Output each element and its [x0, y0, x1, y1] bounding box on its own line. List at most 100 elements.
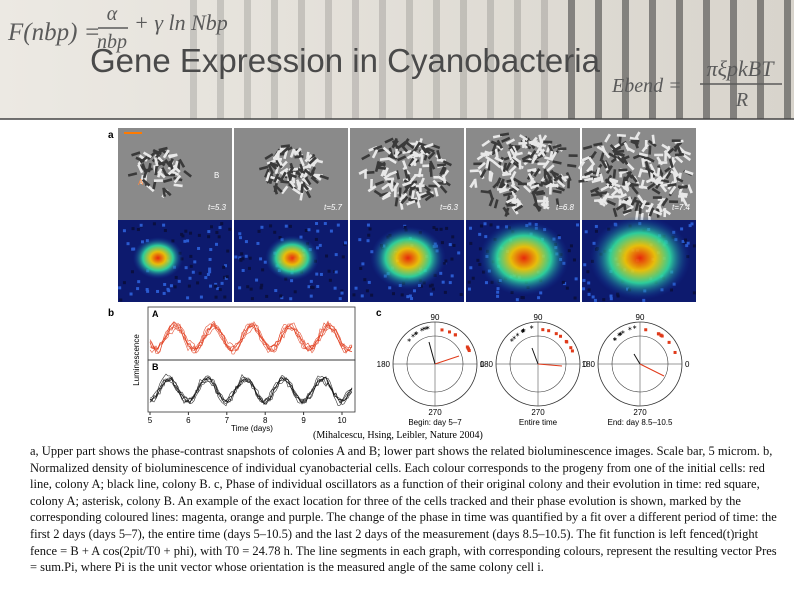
row-label: B: [152, 362, 159, 372]
cell: [399, 192, 408, 201]
noise-pixel: [333, 286, 337, 290]
noise-pixel: [222, 265, 226, 269]
y-axis-label: Luminescence: [132, 334, 141, 386]
cell: [552, 160, 562, 165]
cell: [633, 199, 643, 204]
cell: [567, 179, 570, 189]
phase-marker: ∗: [620, 330, 625, 336]
cell: [640, 179, 645, 189]
cell: [152, 179, 157, 190]
noise-pixel: [309, 294, 313, 298]
noise-pixel: [443, 290, 447, 294]
noise-pixel: [207, 235, 211, 239]
cell: [602, 149, 611, 159]
cell: [405, 141, 415, 150]
noise-pixel: [539, 291, 543, 295]
cell: [442, 174, 447, 184]
cell: [303, 168, 313, 177]
cell: [384, 137, 394, 144]
cell: [306, 161, 316, 169]
cell: [621, 200, 631, 205]
phase-marker: ∗: [617, 333, 622, 339]
noise-pixel: [452, 243, 456, 247]
cell: [441, 166, 447, 177]
cell: [469, 169, 479, 173]
noise-pixel: [572, 258, 576, 262]
noise-pixel: [476, 258, 480, 262]
noise-pixel: [250, 297, 254, 301]
noise-pixel: [307, 228, 311, 232]
cell: [599, 152, 605, 162]
cell: [550, 169, 558, 179]
noise-pixel: [489, 223, 493, 227]
noise-pixel: [586, 270, 590, 274]
cell: [684, 169, 694, 176]
noise-pixel: [119, 298, 123, 302]
cell: [668, 158, 674, 169]
noise-pixel: [334, 253, 338, 257]
cell: [618, 135, 622, 145]
noise-pixel: [220, 281, 224, 285]
cell: [387, 157, 397, 164]
cell: [594, 189, 603, 198]
angle-label: 180: [377, 360, 391, 369]
gel-stripe: [595, 0, 602, 119]
noise-pixel: [169, 284, 173, 288]
cell: [609, 143, 618, 153]
noise-pixel: [238, 286, 242, 290]
noise-pixel: [408, 294, 412, 298]
noise-pixel: [496, 290, 500, 294]
plot-frame: [147, 359, 356, 413]
noise-pixel: [215, 230, 219, 234]
noise-pixel: [238, 236, 242, 240]
cell: [674, 155, 684, 164]
cell: [371, 149, 379, 159]
noise-pixel: [457, 251, 461, 255]
cell: [425, 190, 435, 198]
cell: [304, 176, 312, 186]
cell: [153, 179, 163, 183]
cell: [162, 187, 167, 197]
cell: [379, 157, 390, 161]
cell: [622, 208, 632, 215]
cell: [669, 200, 679, 204]
gel-stripe: [487, 0, 494, 119]
noise-pixel: [448, 243, 452, 247]
cell: [530, 183, 540, 190]
noise-pixel: [359, 266, 363, 270]
cell: [287, 166, 295, 176]
noise-pixel: [260, 225, 264, 229]
cell: [537, 141, 547, 148]
cell: [142, 168, 149, 179]
cell: [173, 174, 182, 184]
noise-pixel: [284, 224, 288, 228]
phase-marker: ∗: [632, 325, 637, 331]
cell: [377, 166, 388, 171]
phase-marker: [564, 339, 568, 343]
cell: [624, 180, 630, 191]
noise-pixel: [587, 288, 591, 292]
phase-marker: [541, 328, 545, 332]
phase-marker: [554, 332, 558, 336]
phase-marker: ∗: [424, 326, 429, 332]
noise-pixel: [587, 292, 591, 296]
noise-pixel: [341, 255, 345, 259]
cell: [612, 207, 618, 218]
gel-stripe: [406, 0, 413, 119]
gel-stripe: [730, 0, 737, 119]
cell: [640, 199, 647, 210]
noise-pixel: [238, 232, 242, 236]
cell: [407, 157, 415, 167]
equation-rest: + γ ln Nbp: [134, 10, 228, 35]
x-tick-label: 7: [225, 416, 230, 425]
phase-marker: [569, 346, 573, 350]
noise-pixel: [288, 224, 292, 228]
cell: [565, 171, 572, 182]
cell: [600, 159, 608, 169]
cell: [300, 183, 304, 193]
cell: [274, 164, 280, 175]
noise-pixel: [218, 226, 222, 230]
noise-pixel: [118, 286, 122, 290]
noise-pixel: [238, 256, 242, 260]
noise-pixel: [582, 278, 586, 282]
